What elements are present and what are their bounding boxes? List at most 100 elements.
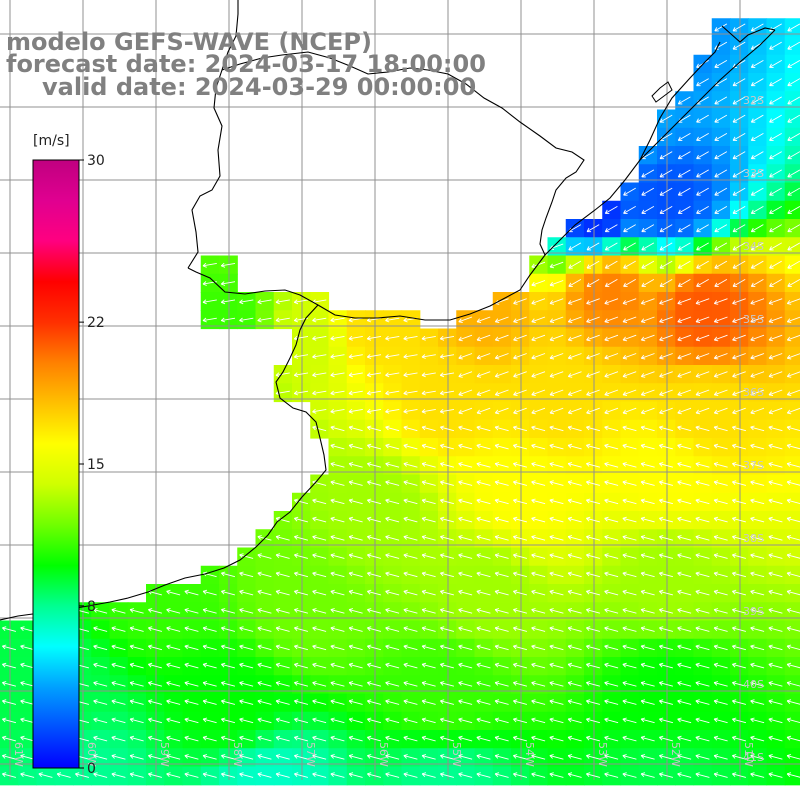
wind-arrow [293,299,309,305]
wind-speed-cell [784,255,800,275]
wind-arrow [787,151,800,160]
wind-arrow [677,169,691,178]
wind-arrow [696,151,709,160]
wind-arrow [732,334,746,342]
wind-arrow [403,354,418,359]
wind-speed-cell [784,675,800,695]
latitude-label: 38S [743,532,764,545]
wind-arrow [714,242,728,251]
wind-arrow [732,279,746,287]
wind-arrow [385,335,400,341]
wind-arrow [714,169,728,178]
wind-arrow [713,353,728,360]
wind-arrow [677,316,692,323]
wind-arrow [567,353,582,360]
wind-arrow [750,389,765,396]
wind-arrow [713,371,728,378]
wind-arrow [677,206,691,214]
wind-speed-cell [784,109,800,129]
wind-arrow [586,389,600,396]
wind-arrow [732,206,746,214]
wind-arrow [439,354,455,359]
wind-arrow [421,372,436,378]
wind-speed-cell [784,200,800,220]
wind-arrow [348,354,363,359]
wind-arrow [421,354,436,359]
wind-arrow [659,316,673,323]
wind-arrow [623,242,636,251]
wind-arrow [696,206,709,214]
wind-arrow [476,316,491,323]
wind-arrow [385,408,400,414]
wind-speed-cell [784,748,800,768]
wind-arrow [714,60,728,68]
wind-speed-cell [784,146,800,165]
wind-arrow [531,298,546,305]
wind-arrow [312,372,327,378]
wind-arrow [239,299,254,305]
colorbar-tick-label: 8 [87,599,96,615]
wind-arrow [604,353,619,360]
wind-arrow [494,334,509,342]
wind-arrow [439,390,455,396]
colorbar-tick-label: 0 [87,761,96,777]
wind-arrow [677,151,691,160]
wind-arrow [531,280,546,287]
wind-arrow [714,114,728,123]
wind-arrow [403,372,418,378]
wind-arrow [366,408,382,414]
wind-speed-cell [784,492,800,512]
wind-arrow [531,334,546,342]
wind-arrow [769,41,782,50]
wind-arrow [787,78,800,87]
wind-arrow [768,298,783,305]
wind-arrow [494,371,509,378]
wind-speed-cell [784,127,800,147]
wind-arrow [659,224,673,233]
wind-arrow [714,151,728,160]
wind-arrow [787,260,800,269]
wind-arrow [732,260,746,269]
wind-arrow [659,389,673,396]
wind-arrow [695,353,710,360]
wind-arrow [769,151,782,160]
wind-arrow [769,279,782,287]
wind-speed-cell [784,711,800,731]
wind-arrow [695,334,710,342]
wind-arrow [458,371,473,378]
wind-speed-field [0,18,800,786]
wind-arrow [750,334,765,342]
wind-arrow [786,353,800,360]
wind-arrow [202,299,217,305]
wind-arrow [568,279,582,287]
wind-arrow [732,114,746,123]
wind-arrow [604,371,619,378]
wind-arrow [750,187,764,196]
wind-arrow [513,353,527,360]
wind-arrow [750,260,764,269]
wind-arrow [403,335,418,341]
latitude-label: 33S [743,167,764,180]
wind-arrow [696,78,709,87]
wind-arrow [586,334,600,342]
wind-arrow [458,389,473,396]
wind-arrow [732,242,746,251]
wind-arrow [604,224,618,233]
wind-arrow [641,242,655,251]
wind-arrow [714,133,728,141]
wind-arrow [677,353,692,360]
wind-arrow [531,389,546,396]
wind-arrow [732,23,746,32]
wind-arrow [732,298,746,305]
wind-arrow [787,224,800,233]
wind-arrow [586,371,600,378]
wind-arrow [476,353,491,360]
wind-arrow [421,335,436,341]
wind-arrow [696,279,709,287]
wind-arrow [623,206,636,214]
wind-arrow [769,187,782,196]
wind-arrow [677,298,692,305]
wind-arrow [348,317,363,323]
